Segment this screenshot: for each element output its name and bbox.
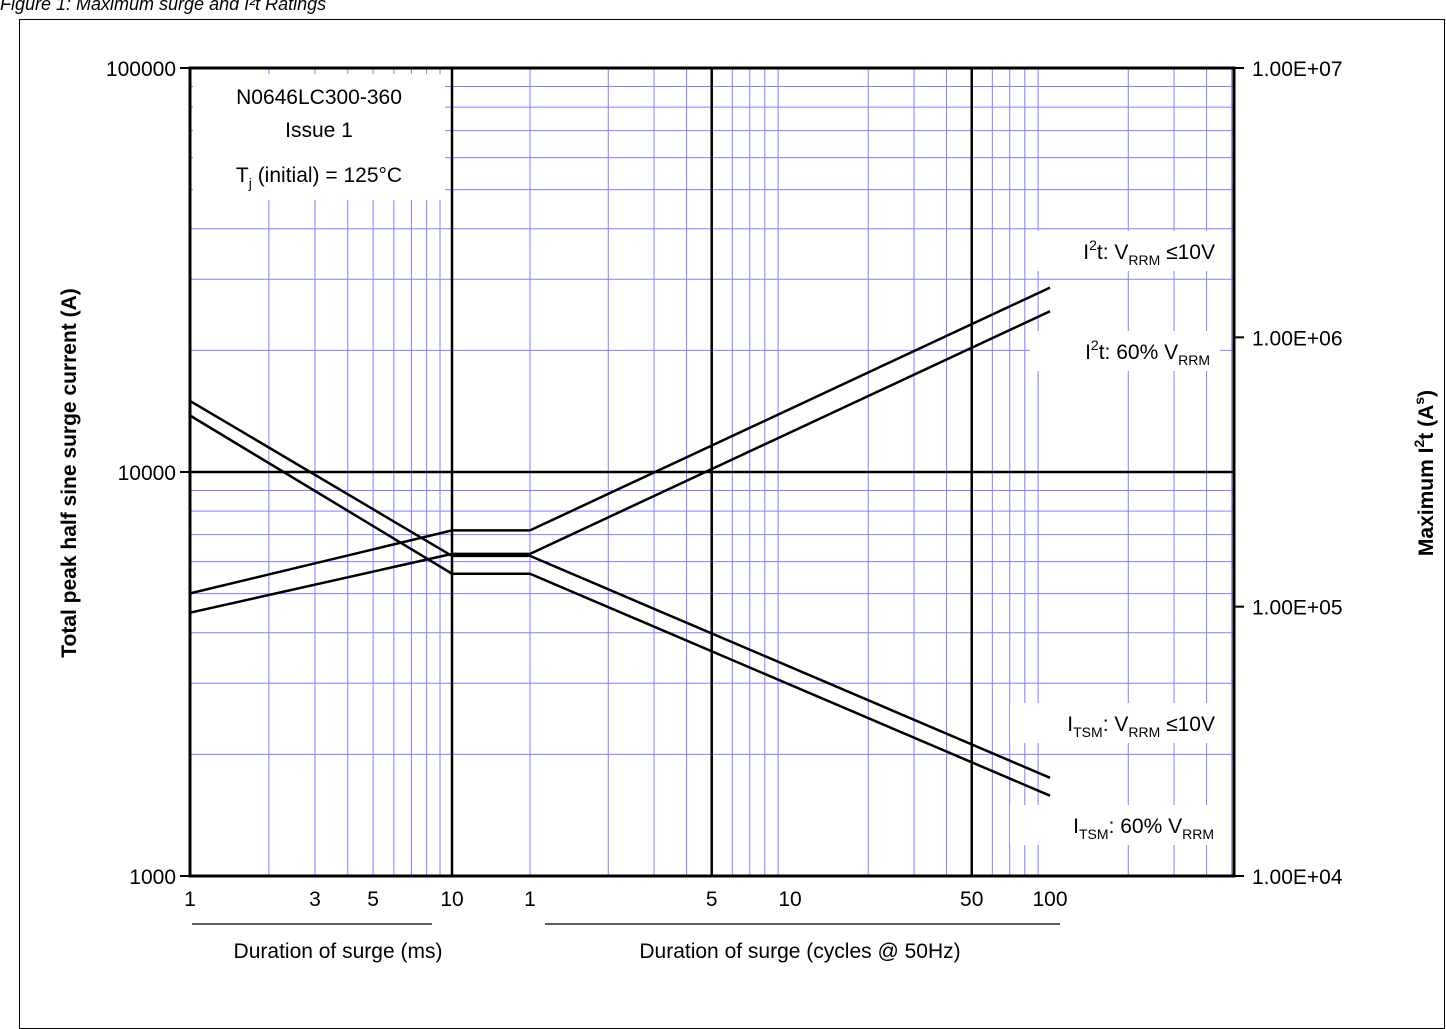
series-label-i2t_10v: I2t: VRRM ≤10V	[1083, 237, 1215, 268]
series-labels: I2t: VRRM ≤10V I2t: 60% VRRM ITSM: VRRM ≤1…	[1010, 231, 1220, 845]
y-right-tick-label: 1.00E+04	[1252, 866, 1343, 889]
x-cycles-tick-label: 100	[1032, 888, 1067, 911]
x-ms-axis-label: Duration of surge (ms)	[234, 940, 443, 963]
y-left-tick-label: 100000	[106, 58, 176, 81]
series-label-bg	[1010, 805, 1220, 845]
x-cycles-tick-label: 50	[960, 888, 983, 911]
y-right-tick-label: 1.00E+05	[1252, 597, 1343, 620]
x-ms-tick-label: 10	[440, 888, 463, 911]
x-ms-tick-label: 3	[309, 888, 321, 911]
curves	[189, 286, 1051, 797]
x-cycles-tick-label: 1	[524, 888, 536, 911]
series-line-3	[189, 310, 1051, 614]
series-label-i2t_60: I2t: 60% VRRM	[1085, 337, 1210, 368]
x-ms-tick-label: 1	[184, 888, 196, 911]
x-cycles-tick-label: 10	[778, 888, 801, 911]
x-ms-tick-label: 5	[367, 888, 379, 911]
title-box-bg	[193, 74, 445, 200]
series-line-0	[189, 399, 1051, 779]
series-label-bg	[1030, 231, 1220, 271]
device-name: N0646LC300-360	[236, 86, 402, 109]
y-right-tick-label: 1.00E+06	[1252, 327, 1343, 350]
figure-caption: Figure 1: Maximum surge and I²t Ratings	[0, 0, 327, 14]
issue-label: Issue 1	[285, 119, 353, 142]
series-line-2	[189, 286, 1051, 595]
series-label-bg	[1010, 703, 1220, 743]
title-box: N0646LC300-360 Issue 1 Tj (initial) = 12…	[193, 74, 445, 200]
y-right-axis-label: Maximum I2t (As)	[1411, 390, 1438, 556]
series-label-itsm_60: ITSM: 60% VRRM	[1073, 815, 1214, 842]
x-cycles-axis-label: Duration of surge (cycles @ 50Hz)	[639, 940, 960, 963]
y-left-tick-label: 1000	[129, 866, 176, 889]
series-label-itsm_10v: ITSM: VRRM ≤10V	[1067, 713, 1215, 740]
x-cycles-tick-label: 5	[706, 888, 718, 911]
axes: 100000 10000 1000 1.00E+07 1.00E+06 1.00E+05 1…	[106, 58, 1343, 963]
y-right-tick-label: 1.00E+07	[1252, 58, 1343, 81]
series-label-bg	[1030, 331, 1220, 371]
grid	[190, 68, 1234, 876]
series-line-1	[189, 414, 1051, 797]
tj-label: Tj (initial) = 125°C	[236, 164, 402, 191]
y-left-tick-label: 10000	[118, 462, 176, 485]
y-left-axis-label: Total peak half sine surge current (A)	[58, 288, 81, 658]
